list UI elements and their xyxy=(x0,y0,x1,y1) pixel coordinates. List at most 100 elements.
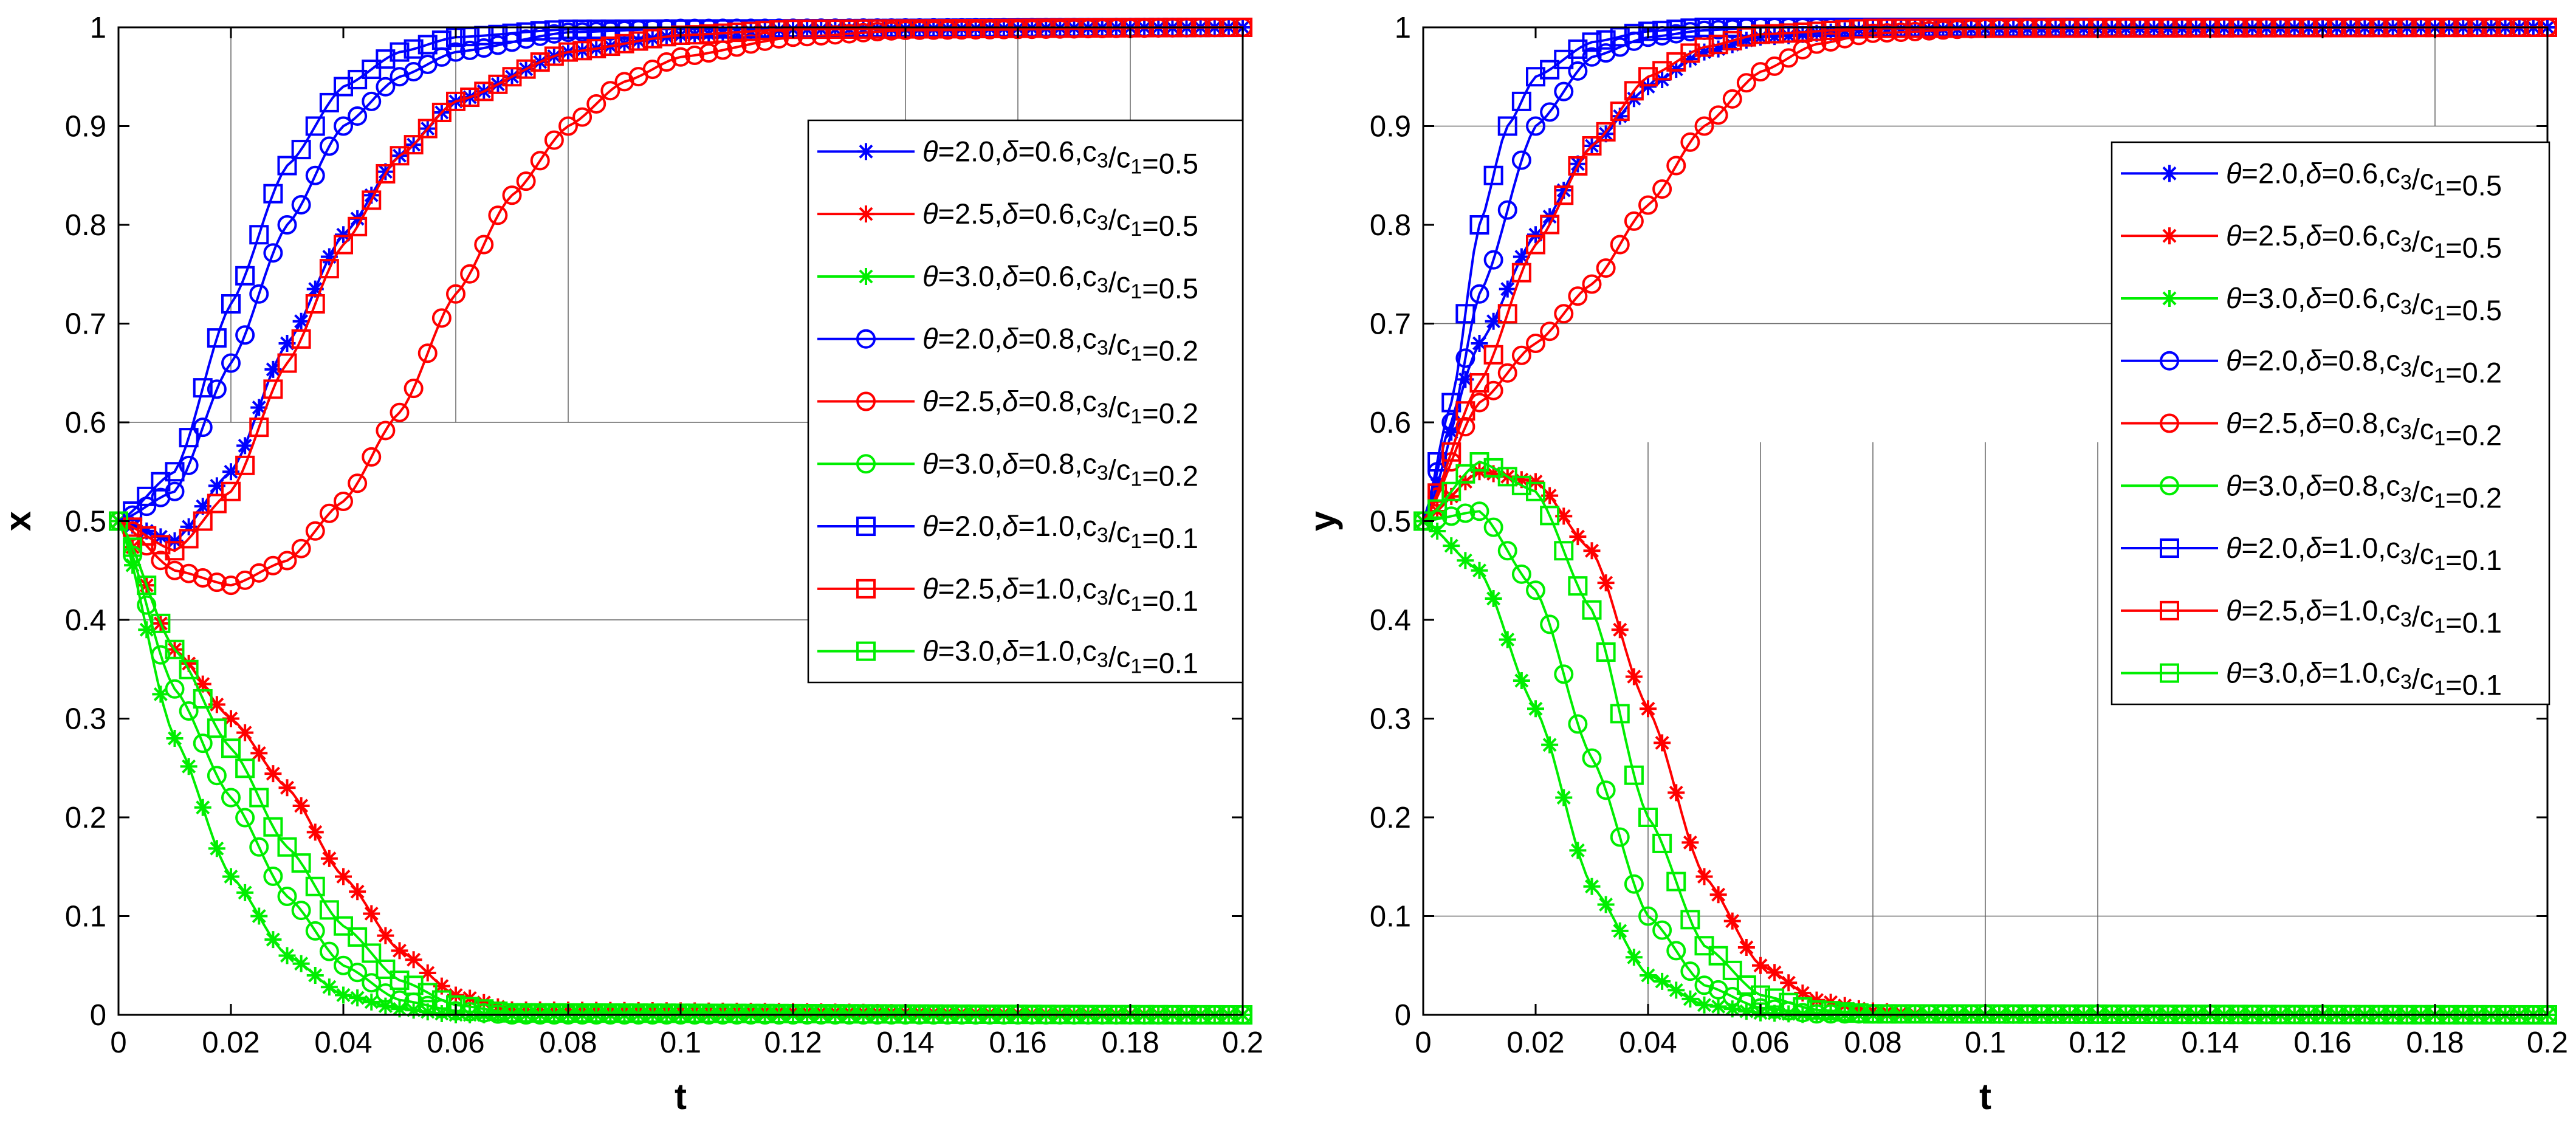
legend-label-part: /c xyxy=(2412,663,2434,695)
legend-item: θ=2.0,δ=0.8,c3/c1=0.2 xyxy=(817,323,1198,367)
legend-label-part: =2.5, xyxy=(938,198,1003,230)
series-marker xyxy=(1443,424,1460,441)
x-tick-label: 0.06 xyxy=(1731,1026,1789,1059)
series-marker xyxy=(1736,975,1756,995)
x-tick-label: 0.02 xyxy=(1506,1026,1564,1059)
series-marker xyxy=(516,1003,536,1023)
series-marker xyxy=(180,654,197,672)
legend-label-part: θ xyxy=(2226,282,2242,314)
x-tick-label: 0.16 xyxy=(2293,1026,2351,1059)
legend-item: θ=2.0,δ=0.6,c3/c1=0.5 xyxy=(2121,157,2502,201)
series-marker xyxy=(363,187,380,204)
series-marker xyxy=(137,595,157,615)
series-marker xyxy=(1597,125,1615,143)
series-marker xyxy=(1723,1000,1741,1018)
series-marker xyxy=(1443,537,1460,555)
series-marker xyxy=(447,986,464,1004)
legend-label-part: δ xyxy=(1002,260,1018,292)
legend-label-part: 1 xyxy=(2434,239,2445,263)
series-marker xyxy=(1429,523,1446,540)
series-marker xyxy=(277,887,297,906)
series-marker xyxy=(349,883,366,901)
legend-label-part: δ xyxy=(2306,157,2322,189)
series-marker xyxy=(362,973,382,993)
series-marker xyxy=(1680,43,1700,63)
series-marker xyxy=(377,997,394,1015)
series-marker xyxy=(291,329,311,349)
series-marker xyxy=(1471,335,1488,352)
series-marker xyxy=(1455,417,1475,437)
legend-label-part: =2.0, xyxy=(2242,157,2306,189)
x-tick-label: 0.02 xyxy=(202,1026,259,1059)
legend-label-part: =0.5 xyxy=(1142,272,1198,304)
legend-label-part: =2.5, xyxy=(938,385,1003,417)
legend-label-part: 1 xyxy=(2434,677,2445,700)
series-marker xyxy=(685,46,705,66)
series-marker xyxy=(249,788,269,808)
legend-label-part: δ xyxy=(2306,532,2322,564)
legend-label-part: δ xyxy=(2306,469,2322,501)
series-marker xyxy=(1821,32,1841,52)
series-marker xyxy=(1681,50,1699,68)
legend-marker xyxy=(2160,413,2179,433)
series-marker xyxy=(137,575,157,596)
series-marker xyxy=(334,235,353,255)
series-marker xyxy=(433,1005,450,1023)
series-marker xyxy=(1441,481,1461,501)
legend-label-part: =0.2 xyxy=(1142,459,1198,492)
series-marker xyxy=(291,538,311,558)
legend-label-part: =0.6,c xyxy=(2321,219,2400,252)
series-marker xyxy=(1540,321,1560,342)
series-marker xyxy=(600,1003,620,1023)
series-marker xyxy=(1457,552,1474,569)
series-marker xyxy=(1765,999,1785,1019)
y-tick-label: 0.5 xyxy=(65,506,106,538)
series-marker xyxy=(811,1004,831,1024)
series-marker xyxy=(741,34,761,54)
legend-label-part: =0.8,c xyxy=(2321,469,2400,501)
series-marker xyxy=(994,18,1014,38)
series-marker xyxy=(138,621,156,639)
legend-label-part: =0.6,c xyxy=(2321,157,2400,189)
series-marker xyxy=(376,163,396,184)
series-marker xyxy=(348,69,368,89)
series-marker xyxy=(1568,39,1588,59)
legend-label-part: θ xyxy=(922,572,938,605)
legend-label-part: =2.5, xyxy=(938,572,1003,605)
legend-label-part: 1 xyxy=(1130,218,1142,241)
series-marker xyxy=(320,850,338,867)
series-marker xyxy=(320,978,338,996)
legend-label-part: =2.0, xyxy=(2242,345,2306,377)
series-marker xyxy=(1568,156,1588,176)
series-marker xyxy=(586,1003,606,1023)
series-marker xyxy=(741,1003,761,1023)
x-tick-label: 0.12 xyxy=(764,1026,822,1059)
series-marker xyxy=(306,823,324,841)
legend: θ=2.0,δ=0.6,c3/c1=0.5θ=2.5,δ=0.6,c3/c1=0… xyxy=(2111,141,2550,706)
series-marker xyxy=(1709,998,1727,1015)
series-marker xyxy=(1554,49,1574,69)
series-marker xyxy=(194,498,211,515)
y-tick-label: 0.1 xyxy=(65,901,106,933)
series-marker xyxy=(319,941,339,961)
series-marker xyxy=(727,22,747,43)
y-tick-label: 0.4 xyxy=(1370,604,1411,637)
x-tick-label: 0.12 xyxy=(2069,1026,2126,1059)
series-marker xyxy=(335,868,352,885)
y-tick-label: 0 xyxy=(90,999,106,1032)
series-marker xyxy=(207,328,227,348)
series-marker xyxy=(1624,874,1644,894)
series-marker xyxy=(1596,642,1616,662)
legend-item: θ=3.0,δ=0.8,c3/c1=0.2 xyxy=(2121,469,2502,514)
series-marker xyxy=(839,19,859,39)
series-marker xyxy=(1835,19,1855,40)
series-marker xyxy=(544,1003,564,1023)
chart-y-panel: 0 0.02 0.04 0.06 0.08 0.1 0.12 0.14 0.16 0.18 0.2 0… xyxy=(1302,12,2568,1117)
series-marker xyxy=(193,417,213,438)
series-marker xyxy=(137,486,157,506)
series-marker xyxy=(179,455,199,475)
series-marker xyxy=(614,19,634,40)
series-marker xyxy=(1526,235,1545,255)
series-marker xyxy=(1568,286,1588,306)
series-marker xyxy=(558,42,578,62)
